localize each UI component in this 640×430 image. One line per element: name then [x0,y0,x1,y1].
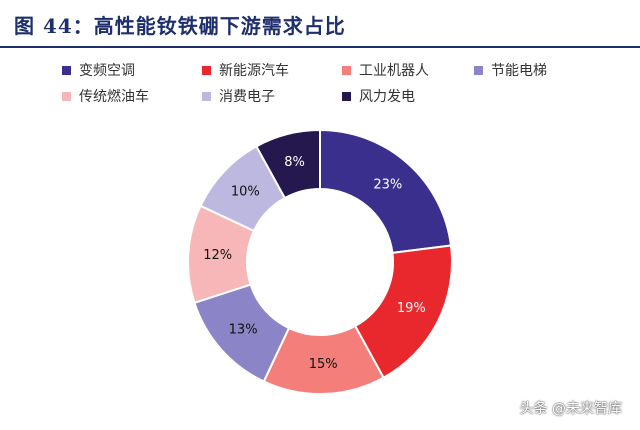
slice-label-0: 23% [373,178,402,193]
donut-slices [187,128,453,395]
slice-label-1: 19% [397,301,426,316]
legend-swatch-3 [474,65,483,75]
legend-item-2: 工业机器人 [342,60,429,80]
title-underline [0,46,640,48]
legend-item-1: 新能源汽车 [202,60,289,80]
donut-labels: 23% 19% 15% 13% 12% 10% 8% [203,155,426,372]
legend-label-3: 节能电梯 [491,63,547,79]
legend-label-0: 变频空调 [79,63,135,79]
legend-label-5: 消费电子 [219,89,275,105]
legend-label-4: 传统燃油车 [79,89,149,105]
slice-label-3: 13% [229,322,258,337]
legend-item-0: 变频空调 [62,60,135,80]
title-bar: 图 44：高性能钕铁硼下游需求占比 [0,0,640,48]
slice-label-2: 15% [309,357,338,372]
legend-swatch-6 [342,91,351,101]
slice-0 [319,128,453,254]
legend-label-1: 新能源汽车 [219,63,289,79]
watermark: 头条 @未来智库 [519,401,622,417]
legend-swatch-0 [62,65,71,75]
legend-item-3: 节能电梯 [474,60,547,80]
legend-item-6: 风力发电 [342,86,415,106]
legend-swatch-2 [342,65,351,75]
legend-swatch-1 [202,65,211,75]
legend-item-4: 传统燃油车 [62,86,149,106]
legend-item-5: 消费电子 [202,86,275,106]
legend-swatch-5 [202,91,211,101]
page-title: 图 44：高性能钕铁硼下游需求占比 [14,14,346,38]
slice-6 [255,128,321,200]
slice-label-4: 12% [203,248,232,263]
legend-swatch-4 [62,91,71,101]
legend-label-2: 工业机器人 [359,63,429,79]
legend-label-6: 风力发电 [359,89,415,105]
slice-label-6: 8% [284,155,305,170]
slice-label-5: 10% [231,184,260,199]
